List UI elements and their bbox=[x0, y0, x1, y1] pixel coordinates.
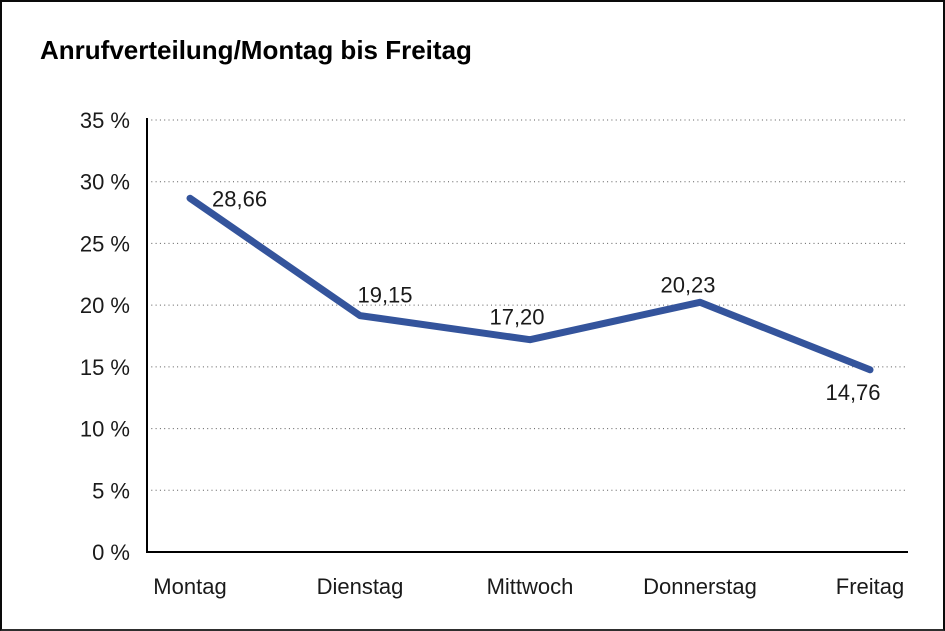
y-axis-tick-label: 35 % bbox=[80, 108, 130, 133]
y-axis-tick-label: 10 % bbox=[80, 417, 130, 442]
data-point-label: 19,15 bbox=[357, 283, 412, 308]
data-point-label: 17,20 bbox=[489, 305, 544, 330]
x-axis-category-label: Montag bbox=[153, 574, 226, 599]
x-axis-category-label: Freitag bbox=[836, 574, 904, 599]
x-axis-category-label: Dienstag bbox=[317, 574, 404, 599]
y-axis-tick-label: 15 % bbox=[80, 355, 130, 380]
y-axis-tick-label: 0 % bbox=[92, 540, 130, 565]
data-point-label: 14,76 bbox=[825, 380, 880, 405]
y-axis-tick-label: 5 % bbox=[92, 478, 130, 503]
data-point-label: 28,66 bbox=[212, 186, 267, 211]
chart-title: Anrufverteilung/Montag bis Freitag bbox=[40, 35, 472, 65]
series-line bbox=[186, 194, 874, 374]
y-axis-tick-label: 25 % bbox=[80, 231, 130, 256]
y-axis-tick-label: 20 % bbox=[80, 293, 130, 318]
x-axis-category-label: Mittwoch bbox=[487, 574, 574, 599]
y-axis-tick-label: 30 % bbox=[80, 170, 130, 195]
data-point-label: 20,23 bbox=[660, 272, 715, 297]
x-axis-category-label: Donnerstag bbox=[643, 574, 757, 599]
